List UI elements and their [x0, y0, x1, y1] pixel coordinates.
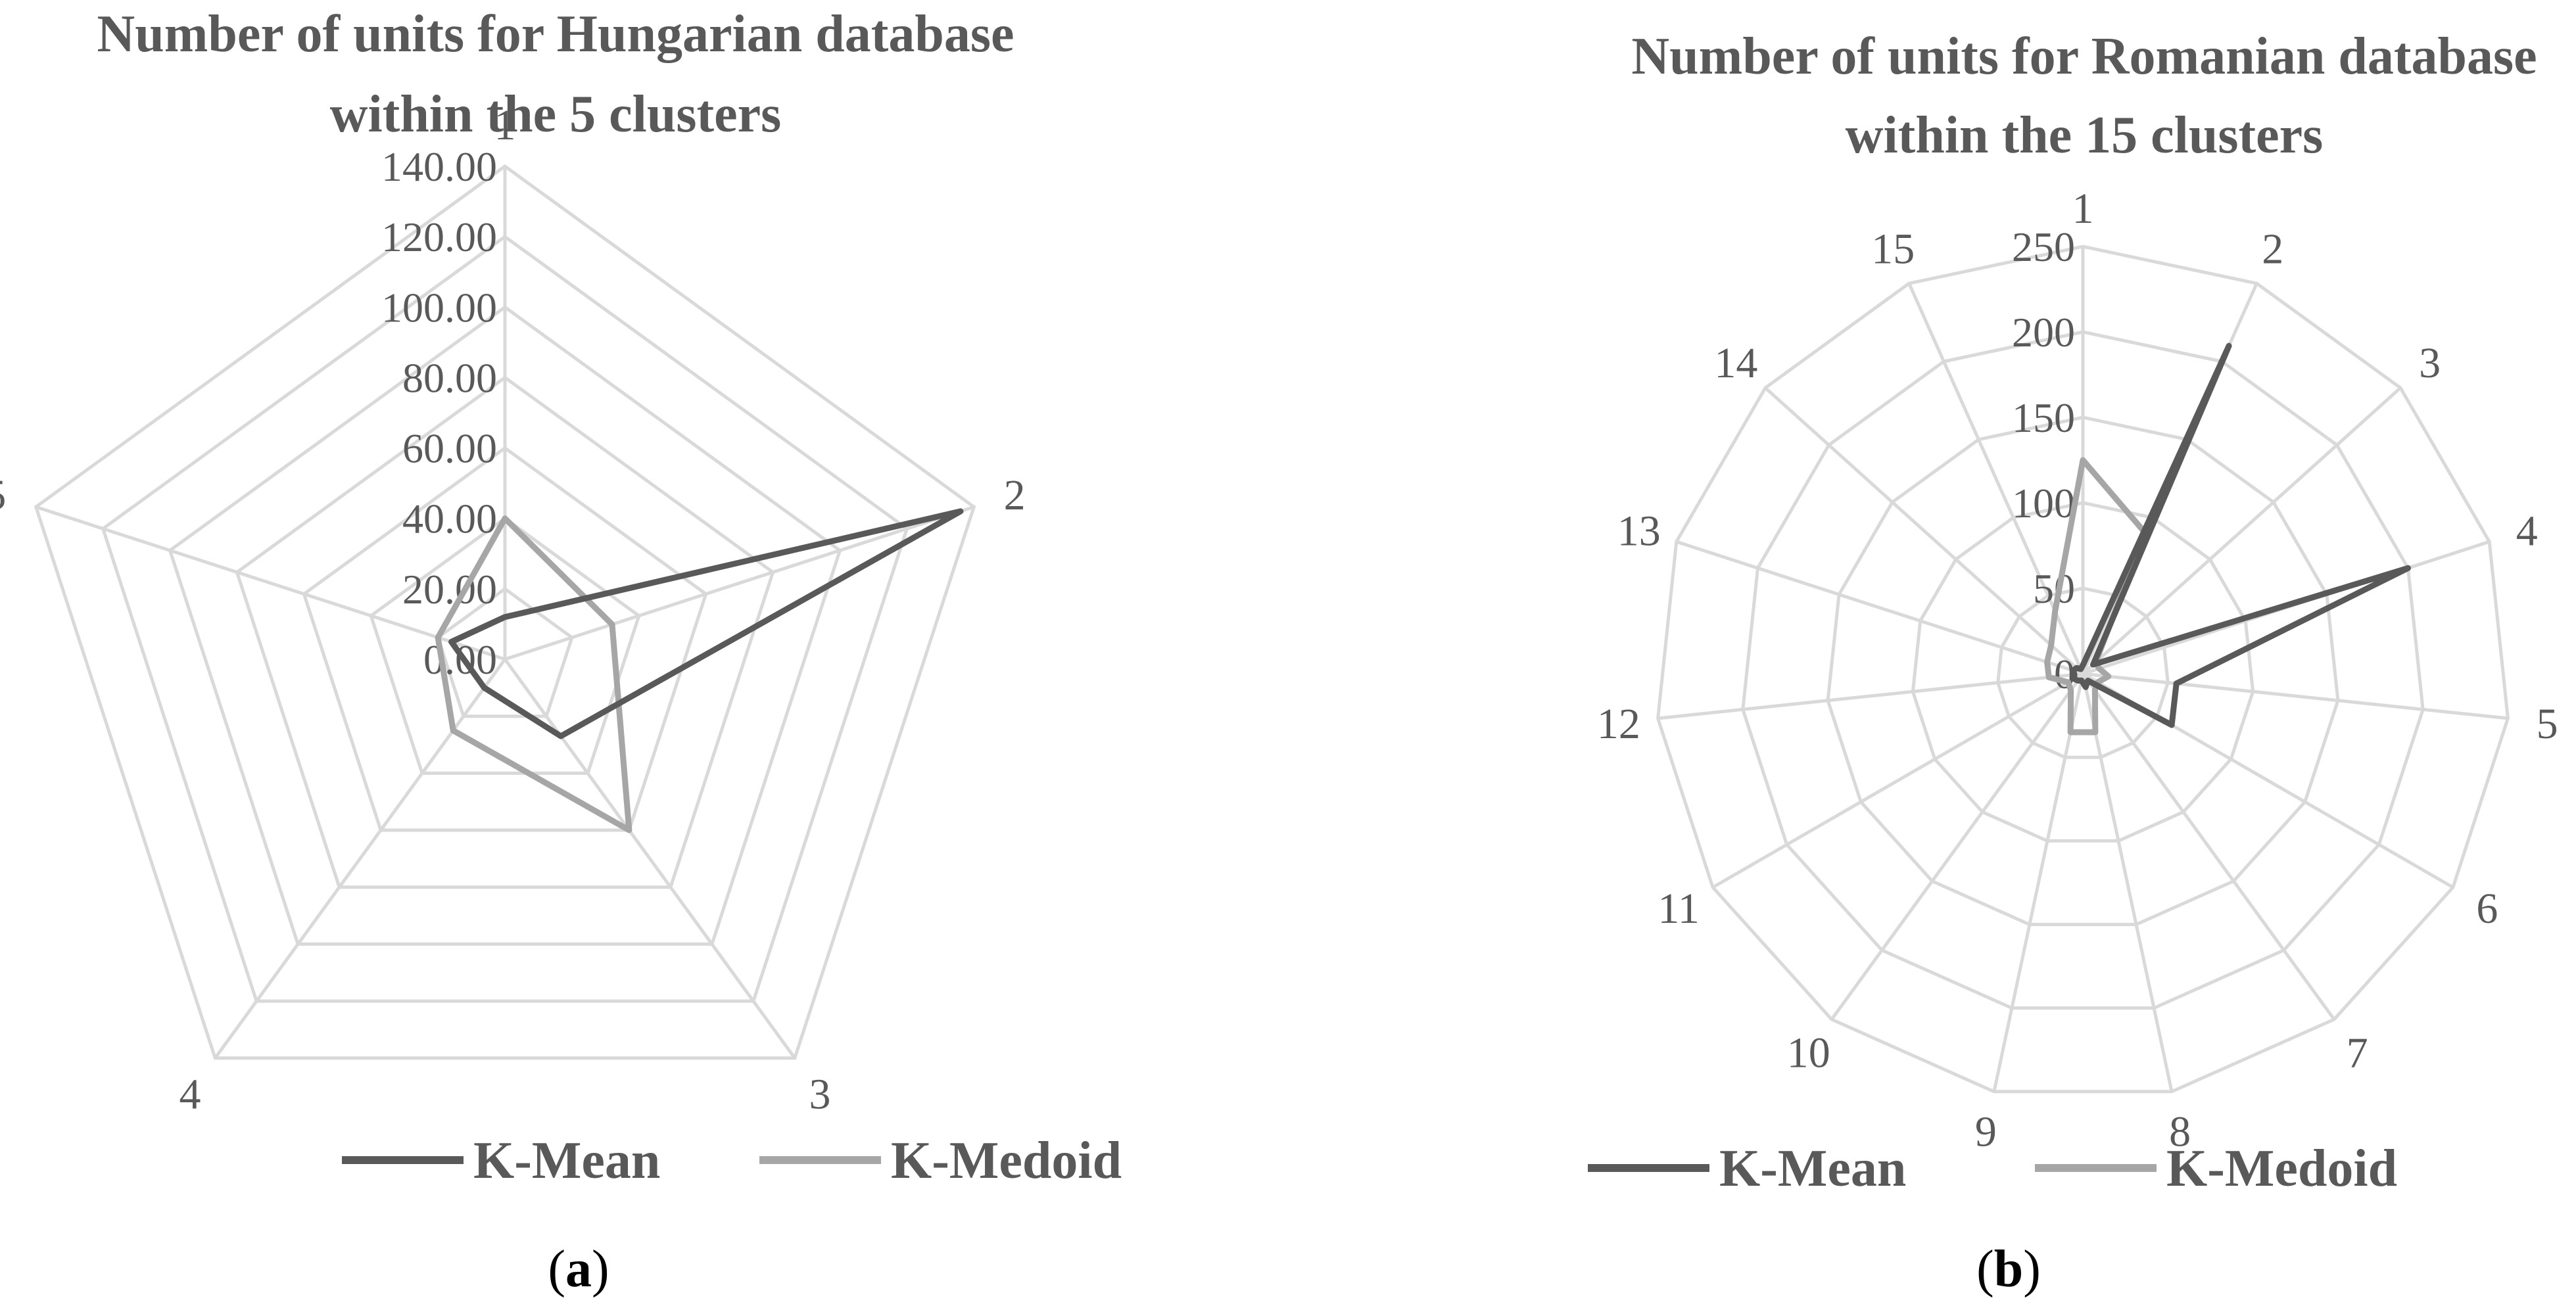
category-label: 4 [179, 1070, 201, 1118]
category-label: 2 [1004, 471, 1026, 519]
grid-ring [1996, 586, 2170, 759]
grid-ring [1826, 415, 2340, 926]
romanian-radar-chart: Number of units for Romanian database wi… [1588, 28, 2558, 1298]
legend: K-Mean K-Medoid [1588, 1140, 2397, 1198]
category-label: 12 [1597, 700, 1640, 748]
category-label: 10 [1787, 1029, 1830, 1077]
category-label: 13 [1617, 507, 1661, 555]
chart-title-line-2: within the 15 clusters [1846, 106, 2324, 164]
panel-caption-b: (b) [1976, 1240, 2041, 1298]
category-label: 2 [2262, 225, 2283, 273]
grid-ring [1911, 501, 2255, 843]
tick-label: 250 [2012, 223, 2075, 270]
grid-ring [1656, 245, 2510, 1094]
grid-spoke [2082, 672, 2508, 720]
grid-spoke [1764, 386, 2084, 675]
series-line-k-medoid [435, 515, 632, 833]
grid-spoke [2081, 672, 2336, 1021]
category-label: 11 [1658, 885, 1700, 933]
data-series [435, 508, 964, 833]
category-label: 14 [1714, 339, 1757, 387]
tick-label: 100 [2012, 480, 2075, 526]
legend-label-k-medoid: K-Medoid [891, 1132, 1122, 1190]
grid-ring [1741, 330, 2425, 1010]
grid-spoke [1992, 673, 2085, 1092]
category-label: 3 [809, 1070, 831, 1118]
tick-label: 120.00 [381, 214, 497, 260]
tick-label: 40.00 [402, 496, 497, 542]
tick-label: 80.00 [402, 354, 497, 401]
tick-label: 200 [2012, 309, 2075, 356]
legend-label-k-medoid: K-Medoid [2166, 1140, 2397, 1198]
grid-spoke [2081, 673, 2174, 1092]
grid-spoke [214, 658, 507, 1060]
category-label: 7 [2347, 1029, 2368, 1077]
legend-label-k-mean: K-Mean [473, 1132, 660, 1190]
category-label: 15 [1871, 225, 1915, 273]
tick-label: 140.00 [381, 143, 497, 190]
category-labels: 1 2 3 4 5 [0, 101, 1026, 1118]
tick-label: 60.00 [402, 425, 497, 472]
caption-letter: a [565, 1240, 592, 1298]
grid-spoke [1676, 540, 2084, 676]
category-label: 5 [2537, 700, 2558, 748]
category-label: 1 [494, 101, 516, 149]
category-label: 6 [2476, 885, 2498, 933]
tick-label: 0.00 [423, 636, 497, 683]
radar-grid [34, 164, 976, 1060]
data-series [2044, 342, 2411, 736]
category-label: 8 [2169, 1108, 2191, 1156]
tick-label: 150 [2012, 394, 2075, 441]
radar-grid [1656, 245, 2510, 1094]
category-label: 9 [1975, 1108, 1997, 1156]
grid-ring [235, 375, 775, 889]
grid-spoke [1658, 672, 2084, 720]
grid-spoke [504, 505, 975, 661]
grid-spoke [1830, 672, 2085, 1021]
series-line-k-mean [2070, 342, 2411, 728]
grid-ring [34, 164, 976, 1060]
radial-tick-labels: 0.00 20.00 40.00 60.00 80.00 100.00 120.00 140.… [381, 143, 497, 683]
tick-label: 20.00 [402, 566, 497, 613]
category-label: 3 [2419, 339, 2441, 387]
chart-title-line-2: within the 5 clusters [330, 85, 782, 143]
grid-spoke [35, 505, 506, 661]
panel-caption-a: (a) [548, 1240, 609, 1298]
category-label: 1 [2072, 185, 2094, 233]
grid-spoke [503, 658, 796, 1060]
grid-ring [369, 516, 641, 775]
grid-ring [302, 446, 708, 832]
grid-ring [101, 235, 909, 1003]
category-label: 5 [0, 471, 6, 519]
category-label: 4 [2516, 507, 2538, 555]
caption-letter: b [1994, 1240, 2024, 1298]
hungarian-radar-chart: Number of units for Hungarian database w… [0, 5, 1122, 1298]
chart-title-line-1: Number of units for Hungarian database [97, 5, 1014, 63]
grid-spoke [2082, 386, 2402, 675]
legend-label-k-mean: K-Mean [1719, 1140, 1906, 1198]
chart-title-line-1: Number of units for Romanian database [1631, 28, 2537, 85]
legend: K-Mean K-Medoid [342, 1132, 1122, 1190]
grid-ring [436, 586, 574, 718]
grid-ring [168, 305, 842, 946]
tick-label: 100.00 [381, 284, 497, 331]
grid-spoke [1711, 672, 2084, 889]
series-line-k-mean [448, 508, 964, 739]
